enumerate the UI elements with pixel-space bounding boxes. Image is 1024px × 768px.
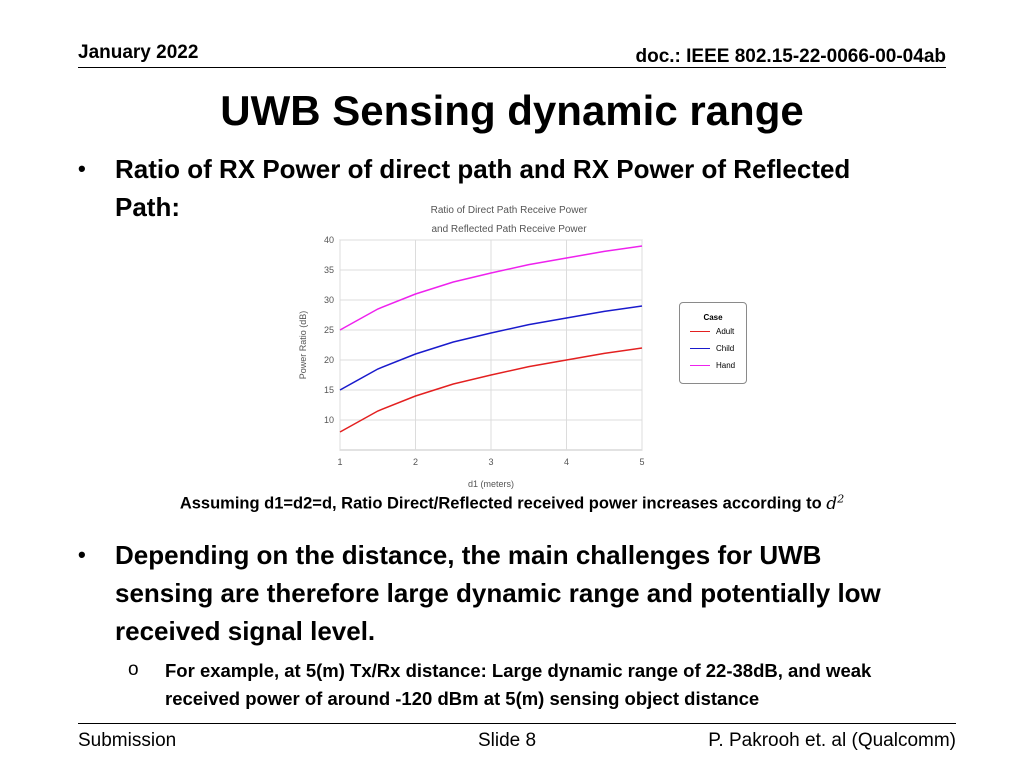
power-ratio-chart: Ratio of Direct Path Receive Power and Re… — [298, 205, 645, 489]
legend-label-child: Child — [716, 344, 735, 353]
x-tick-label-1: 2 — [413, 457, 418, 467]
legend-item-hand: Hand — [690, 361, 735, 370]
x-tick-label-2: 3 — [488, 457, 493, 467]
bullet-2: • Depending on the distance, the main ch… — [78, 536, 918, 650]
series-line-child — [339, 305, 643, 391]
caption-math-exp: 2 — [837, 492, 845, 505]
x-tick-label-3: 4 — [564, 457, 569, 467]
footer-authors: P. Pakrooh et. al (Qualcomm) — [708, 730, 956, 751]
chart-legend: Case Adult Child Hand — [679, 302, 747, 384]
footer-submission: Submission — [78, 730, 177, 751]
header-doc-id: doc.: IEEE 802.15-22-0066-00-04ab — [635, 46, 946, 67]
sub-bullet-text: For example, at 5(m) Tx/Rx distance: Lar… — [165, 660, 872, 709]
legend-swatch-child — [690, 348, 710, 350]
bullet-marker: • — [78, 542, 86, 567]
y-axis-label: Power Ratio (dB) — [298, 311, 308, 380]
y-tick-label-3: 25 — [324, 325, 334, 335]
caption-math: d2 — [826, 492, 845, 514]
sub-bullet: o For example, at 5(m) Tx/Rx distance: L… — [128, 657, 918, 713]
chart-caption: Assuming d1=d2=d, Ratio Direct/Reflected… — [0, 492, 1024, 514]
legend-label-hand: Hand — [716, 361, 736, 370]
caption-math-base: d — [826, 493, 838, 514]
x-tick-label-4: 5 — [639, 457, 644, 467]
y-tick-label-2: 20 — [324, 355, 334, 365]
legend-swatch-hand — [690, 365, 710, 367]
series-line-hand — [339, 245, 643, 331]
legend-title: Case — [703, 313, 723, 322]
legend-swatch-adult — [690, 331, 710, 333]
chart-title-line-1: Ratio of Direct Path Receive Power — [431, 205, 588, 216]
header-divider — [78, 67, 946, 68]
bullet-1-text: Ratio of RX Power of direct path and RX … — [115, 154, 851, 222]
x-axis-label: d1 (meters) — [468, 479, 514, 489]
x-tick-label-0: 1 — [337, 457, 342, 467]
caption-text: Assuming d1=d2=d, Ratio Direct/Reflected… — [179, 494, 822, 513]
footer-divider — [78, 723, 956, 724]
sub-bullet-marker: o — [128, 659, 139, 680]
y-tick-label-6: 40 — [324, 235, 334, 245]
footer-slide-number: Slide 8 — [478, 730, 537, 751]
y-tick-label-5: 35 — [324, 265, 334, 275]
slide-title: UWB Sensing dynamic range — [220, 87, 804, 134]
y-tick-label-1: 15 — [324, 385, 334, 395]
y-tick-label-0: 10 — [324, 415, 334, 425]
bullet-2-text: Depending on the distance, the main chal… — [115, 540, 881, 646]
chart-title-line-2: and Reflected Path Receive Power — [431, 224, 587, 235]
legend-item-child: Child — [690, 344, 734, 353]
legend-label-adult: Adult — [716, 327, 735, 336]
bullet-1: • Ratio of RX Power of direct path and R… — [78, 150, 918, 226]
header-date: January 2022 — [78, 42, 199, 63]
y-tick-label-4: 30 — [324, 295, 334, 305]
bullet-marker: • — [78, 156, 86, 181]
legend-item-adult: Adult — [690, 327, 734, 336]
series-line-adult — [339, 347, 643, 433]
